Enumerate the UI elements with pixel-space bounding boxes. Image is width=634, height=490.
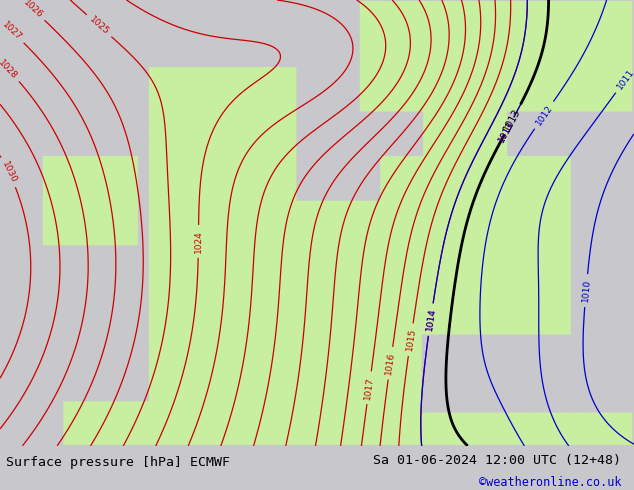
Text: Surface pressure [hPa] ECMWF: Surface pressure [hPa] ECMWF [6,456,230,469]
Text: 1028: 1028 [0,58,19,80]
Text: 1024: 1024 [194,230,203,253]
Text: 1013: 1013 [496,120,515,144]
Text: 1026: 1026 [21,0,44,20]
Text: Sa 01-06-2024 12:00 UTC (12+48): Sa 01-06-2024 12:00 UTC (12+48) [373,454,621,466]
Text: 1013: 1013 [502,106,523,133]
Text: 1012: 1012 [534,103,554,127]
Text: 1027: 1027 [1,20,23,43]
Text: 1010: 1010 [581,279,592,302]
Text: 1030: 1030 [0,160,18,184]
Text: 1013: 1013 [496,120,515,144]
Text: 1016: 1016 [384,351,396,375]
Text: 1011: 1011 [615,68,634,91]
Text: 1014: 1014 [425,308,437,332]
Text: 1015: 1015 [404,328,417,352]
Text: ©weatheronline.co.uk: ©weatheronline.co.uk [479,476,621,489]
Text: 1017: 1017 [363,376,375,400]
Text: 1014: 1014 [425,308,437,332]
Text: 1025: 1025 [87,15,111,37]
